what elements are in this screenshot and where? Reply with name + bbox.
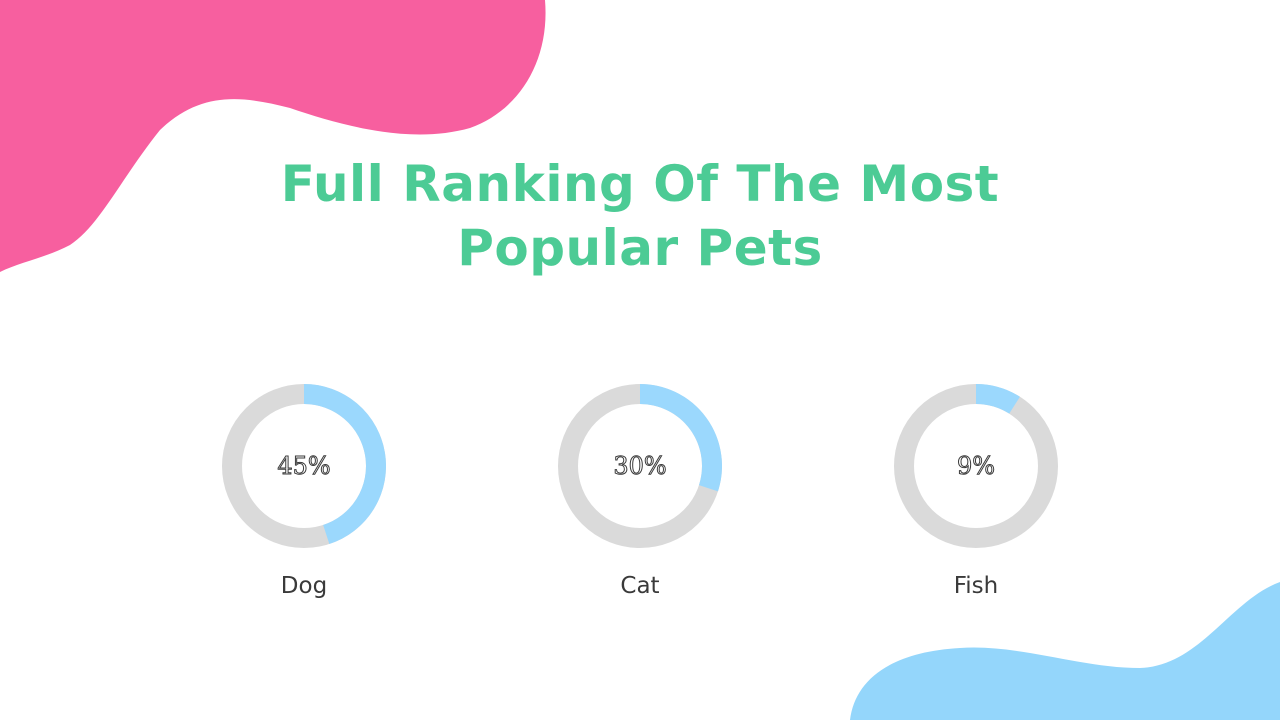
cat-donut-chart: 30% Cat [540,380,740,610]
blue-blob-shape [850,582,1280,720]
title-line-1: Full Ranking Of The Most [280,155,1000,213]
cat-donut-svg [558,384,722,548]
cat-category-label: Cat [620,573,660,599]
pink-blob-shape [0,0,546,272]
dog-percent-label: 45% [277,452,331,481]
fish-percent-label: 9% [956,452,996,481]
cat-percent-label: 30% [613,452,667,481]
dog-category-label: Dog [280,573,328,599]
page-title: Full Ranking Of The Most Popular Pets [240,152,1040,280]
dog-donut-arc [303,384,386,544]
fish-donut-svg [894,384,1058,548]
title-line-2: Popular Pets [457,219,823,277]
blue-blob-decoration [850,582,1280,720]
fish-category-label: Fish [953,573,999,599]
dog-donut-chart: 45% Dog [204,380,404,610]
dog-donut-svg [222,384,386,548]
pink-blob-decoration [0,0,546,272]
fish-donut-chart: 9% Fish [876,380,1076,610]
fish-donut-arc [975,384,1020,414]
cat-donut-arc [639,384,722,492]
